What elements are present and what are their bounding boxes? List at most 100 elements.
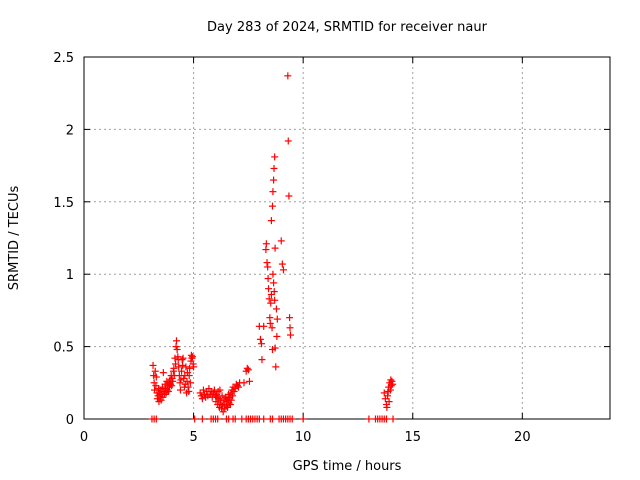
data-point [264, 275, 272, 283]
data-point [169, 377, 177, 385]
data-point [173, 345, 181, 353]
data-point [273, 315, 281, 323]
data-point [269, 270, 277, 278]
data-point [198, 415, 206, 423]
data-point [286, 324, 294, 332]
data-point [270, 288, 278, 296]
data-point [273, 332, 281, 340]
data-point [172, 337, 180, 345]
data-point [383, 403, 391, 411]
data-point [258, 356, 266, 364]
data-point [278, 260, 286, 268]
data-point [244, 366, 252, 374]
data-point [267, 217, 275, 225]
data-point [191, 415, 199, 423]
data-point [199, 386, 207, 394]
data-points [148, 72, 397, 423]
y-tick-label: 0 [66, 413, 74, 428]
data-point [218, 392, 226, 400]
data-point [271, 244, 279, 252]
x-tick-label: 0 [80, 430, 88, 445]
data-point [164, 387, 172, 395]
data-point [227, 396, 235, 404]
data-point [260, 322, 268, 330]
plot-frame [83, 56, 611, 420]
data-point [365, 415, 373, 423]
data-point [271, 296, 279, 304]
data-point [270, 164, 278, 172]
data-point [188, 354, 196, 362]
data-point [268, 415, 276, 423]
data-point [184, 383, 192, 391]
data-point [216, 386, 224, 394]
data-point [243, 364, 251, 372]
data-point [182, 363, 190, 371]
y-tick-label: 1 [66, 268, 74, 283]
y-axis-label: SRMTID / TECUs [7, 186, 22, 291]
x-axis-label: GPS time / hours [293, 459, 402, 474]
data-point [270, 279, 278, 287]
data-point [226, 401, 234, 409]
data-point [271, 344, 279, 352]
x-tick-label: 10 [295, 430, 312, 445]
data-point [382, 415, 390, 423]
data-point [284, 72, 292, 80]
data-point [168, 382, 176, 390]
data-point [265, 295, 273, 303]
data-point [270, 176, 278, 184]
data-point [258, 340, 266, 348]
data-point [214, 415, 222, 423]
data-point [267, 299, 275, 307]
x-tick-label: 5 [189, 430, 197, 445]
data-point [284, 137, 292, 145]
data-point [384, 392, 392, 400]
data-point [170, 364, 178, 372]
data-point [186, 364, 194, 372]
data-point [299, 415, 307, 423]
data-point [260, 415, 268, 423]
data-point [179, 361, 187, 369]
data-point [159, 369, 167, 377]
data-point [245, 377, 253, 385]
data-point [161, 390, 169, 398]
data-point [186, 379, 194, 387]
data-point [152, 415, 160, 423]
data-point [288, 415, 296, 423]
axis-ticks: 0 5 10 15 20 0 0.5 1 1.5 2 2.5 [53, 51, 610, 445]
data-point [231, 415, 239, 423]
data-point [240, 379, 248, 387]
data-point [286, 314, 294, 322]
data-point [266, 319, 274, 327]
data-point [269, 188, 277, 196]
data-point [198, 395, 206, 403]
data-point [279, 266, 287, 274]
data-point [265, 285, 273, 293]
y-tick-label: 0.5 [53, 341, 74, 356]
data-point [271, 153, 279, 161]
data-point [286, 331, 294, 339]
data-point [152, 373, 160, 381]
data-point [175, 363, 183, 371]
data-point [272, 305, 280, 313]
data-point [235, 383, 243, 391]
data-point [389, 380, 397, 388]
x-tick-label: 20 [514, 430, 531, 445]
grid [84, 57, 610, 419]
y-tick-label: 2 [66, 123, 74, 138]
data-point [263, 259, 271, 267]
data-point [384, 387, 392, 395]
data-point [389, 415, 397, 423]
data-point [268, 202, 276, 210]
data-point [188, 353, 196, 361]
data-point [185, 387, 193, 395]
data-point [272, 363, 280, 371]
y-tick-label: 1.5 [53, 196, 74, 211]
data-point [179, 354, 187, 362]
data-point [176, 386, 184, 394]
data-point [229, 392, 237, 400]
data-point [151, 367, 159, 375]
chart-title: Day 283 of 2024, SRMTID for receiver nau… [207, 20, 488, 35]
data-point [262, 240, 270, 248]
data-point [190, 363, 198, 371]
y-tick-label: 2.5 [53, 51, 74, 66]
